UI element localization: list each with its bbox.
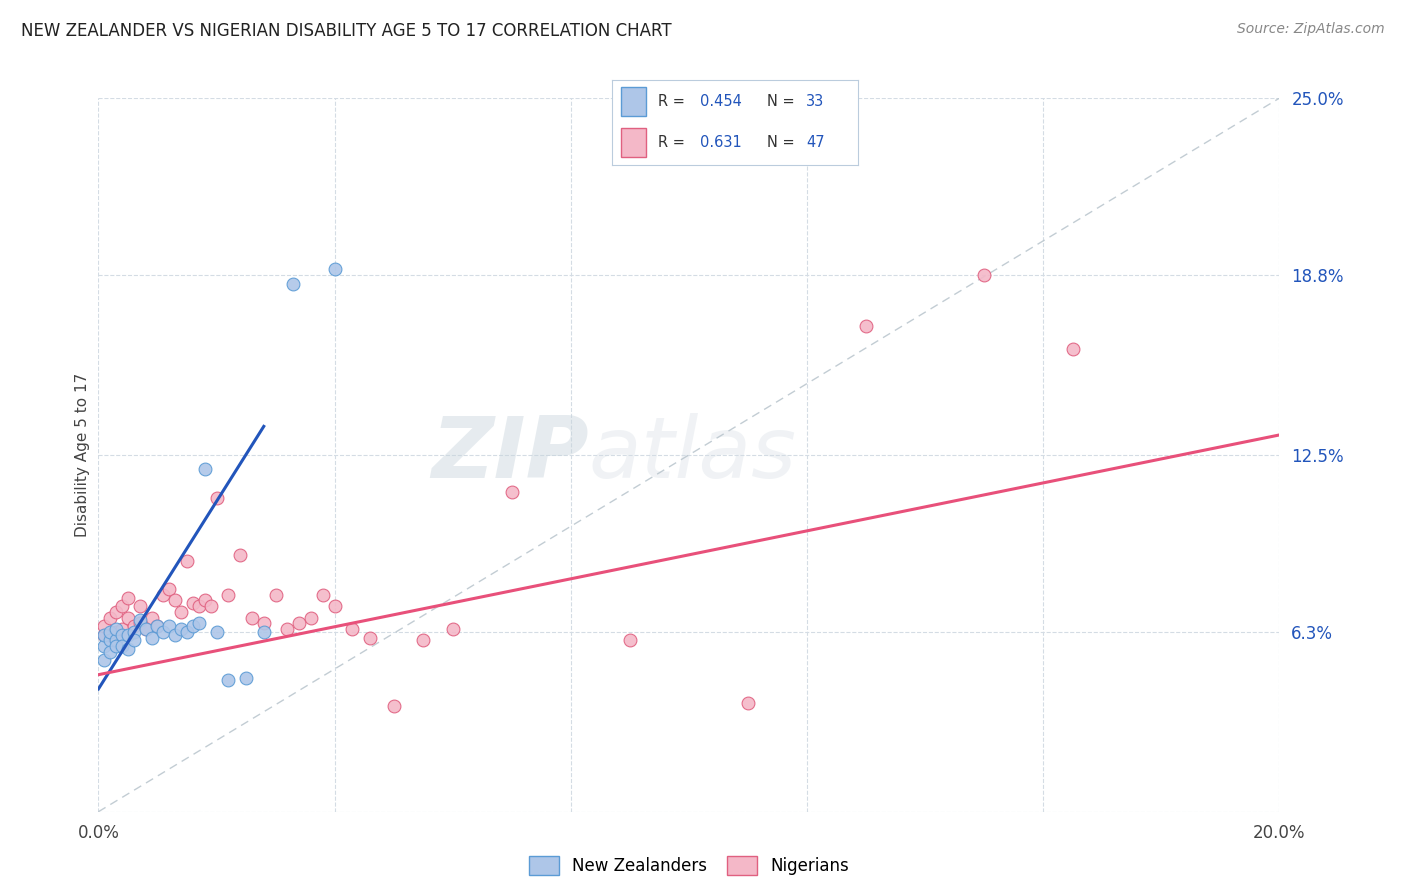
- Text: N =: N =: [766, 135, 799, 150]
- Point: [122, 619, 145, 633]
- Point: [194, 462, 217, 476]
- Point: [276, 622, 298, 636]
- Text: R =: R =: [658, 94, 690, 109]
- Point: [141, 610, 163, 624]
- Point: [165, 593, 187, 607]
- Text: 47: 47: [806, 135, 824, 150]
- Point: [1062, 343, 1084, 357]
- Text: 0.631: 0.631: [700, 135, 742, 150]
- Text: 33: 33: [806, 94, 824, 109]
- Point: [973, 268, 995, 282]
- Point: [205, 624, 228, 639]
- Point: [93, 619, 115, 633]
- Point: [205, 491, 228, 505]
- Point: [170, 605, 193, 619]
- Point: [187, 616, 209, 631]
- Point: [122, 624, 145, 639]
- Point: [93, 628, 115, 642]
- Point: [737, 696, 759, 710]
- FancyBboxPatch shape: [621, 128, 647, 157]
- Point: [288, 616, 311, 631]
- Point: [176, 624, 198, 639]
- Point: [128, 616, 150, 631]
- Point: [98, 610, 121, 624]
- Point: [312, 588, 335, 602]
- Point: [98, 628, 121, 642]
- Point: [93, 628, 115, 642]
- Text: 0.454: 0.454: [700, 94, 742, 109]
- Point: [382, 699, 405, 714]
- Point: [117, 591, 139, 605]
- Point: [187, 599, 209, 614]
- FancyBboxPatch shape: [621, 87, 647, 116]
- Point: [93, 639, 115, 653]
- Point: [855, 319, 877, 334]
- Text: Source: ZipAtlas.com: Source: ZipAtlas.com: [1237, 22, 1385, 37]
- Point: [253, 616, 276, 631]
- Point: [299, 610, 322, 624]
- Point: [135, 622, 157, 636]
- Point: [105, 605, 128, 619]
- Point: [135, 622, 157, 636]
- Point: [128, 614, 150, 628]
- Point: [181, 619, 204, 633]
- Point: [323, 262, 346, 277]
- Point: [98, 624, 121, 639]
- Point: [117, 610, 139, 624]
- Point: [111, 628, 134, 642]
- Point: [117, 642, 139, 657]
- Point: [217, 673, 239, 688]
- Point: [146, 619, 169, 633]
- Point: [412, 633, 434, 648]
- Point: [264, 588, 287, 602]
- Point: [105, 639, 128, 653]
- Point: [93, 653, 115, 667]
- Point: [98, 633, 121, 648]
- Point: [152, 624, 174, 639]
- Point: [152, 588, 174, 602]
- Point: [170, 622, 193, 636]
- Point: [128, 599, 150, 614]
- Point: [200, 599, 222, 614]
- Point: [194, 593, 217, 607]
- Point: [98, 645, 121, 659]
- Point: [501, 485, 523, 500]
- Point: [619, 633, 641, 648]
- Point: [157, 619, 180, 633]
- Point: [323, 599, 346, 614]
- Point: [111, 622, 134, 636]
- Point: [359, 631, 381, 645]
- Point: [105, 633, 128, 648]
- Point: [105, 624, 128, 639]
- Text: NEW ZEALANDER VS NIGERIAN DISABILITY AGE 5 TO 17 CORRELATION CHART: NEW ZEALANDER VS NIGERIAN DISABILITY AGE…: [21, 22, 672, 40]
- Text: atlas: atlas: [589, 413, 797, 497]
- Point: [122, 633, 145, 648]
- Point: [217, 588, 239, 602]
- Point: [181, 596, 204, 610]
- Text: ZIP: ZIP: [430, 413, 589, 497]
- Point: [176, 553, 198, 567]
- Point: [283, 277, 305, 291]
- Point: [111, 599, 134, 614]
- Point: [229, 548, 252, 562]
- Point: [105, 622, 128, 636]
- Legend: New Zealanders, Nigerians: New Zealanders, Nigerians: [522, 849, 856, 882]
- Point: [111, 639, 134, 653]
- Text: N =: N =: [766, 94, 799, 109]
- Point: [240, 610, 263, 624]
- Point: [146, 619, 169, 633]
- Point: [157, 582, 180, 596]
- Point: [342, 622, 364, 636]
- Y-axis label: Disability Age 5 to 17: Disability Age 5 to 17: [75, 373, 90, 537]
- Point: [253, 624, 276, 639]
- Point: [441, 622, 464, 636]
- Point: [165, 628, 187, 642]
- Point: [117, 628, 139, 642]
- Text: R =: R =: [658, 135, 690, 150]
- Point: [141, 631, 163, 645]
- Point: [235, 671, 257, 685]
